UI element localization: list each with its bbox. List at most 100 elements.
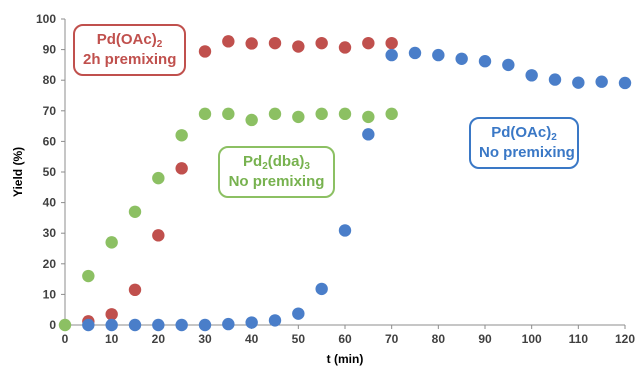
data-point (502, 58, 515, 72)
data-point (618, 76, 632, 90)
data-point (548, 73, 562, 86)
y-axis-title: Yield (%) (11, 147, 25, 197)
y-tick-label: 50 (43, 165, 57, 179)
data-point (128, 318, 142, 332)
catalyst-subscript: 3 (304, 161, 310, 172)
data-point (198, 107, 212, 121)
data-point (58, 318, 72, 332)
data-point (432, 48, 445, 62)
tick-labels: 0 10 20 30 40 50 60 70 80 90 100 110 120 0 10 20 30 40 50 6… (36, 12, 635, 346)
x-tick-label: 90 (478, 332, 492, 346)
y-tick-label: 40 (43, 196, 57, 210)
x-tick-label: 60 (338, 332, 352, 346)
series-group (58, 107, 398, 332)
catalyst-subscript: 2 (262, 161, 268, 172)
catalyst-name: Pd (243, 153, 263, 170)
data-point (105, 318, 118, 332)
data-point (338, 224, 352, 237)
annotation-line-1: Pd(OAc)2 (479, 123, 569, 143)
data-point (572, 76, 585, 89)
data-point (525, 69, 538, 82)
x-tick-label: 100 (522, 332, 542, 346)
data-point (315, 282, 328, 296)
data-point (268, 107, 282, 121)
y-tick-label: 10 (43, 287, 57, 301)
x-tick-label: 20 (152, 332, 166, 346)
y-tick-label: 80 (43, 73, 57, 87)
data-point (222, 35, 235, 48)
x-tick-label: 80 (432, 332, 446, 346)
x-tick-label: 30 (198, 332, 212, 346)
x-tick-label: 40 (245, 332, 259, 346)
data-point (82, 269, 95, 283)
x-tick-label: 0 (62, 332, 69, 346)
data-point (245, 113, 258, 127)
data-point (128, 283, 142, 297)
x-tick-label: 70 (385, 332, 399, 346)
condition-label: No premixing (228, 173, 325, 190)
data-point (152, 318, 165, 332)
data-point (385, 48, 398, 62)
data-points (58, 35, 632, 332)
catalyst-name: Pd(OAc) (491, 124, 552, 141)
data-point (175, 162, 188, 175)
y-tick-label: 0 (49, 318, 56, 332)
catalyst-subscript: 2 (551, 132, 557, 143)
data-point (128, 205, 142, 218)
x-tick-label: 10 (105, 332, 119, 346)
data-point (292, 40, 305, 53)
data-point (292, 110, 305, 124)
data-point (315, 36, 328, 50)
annotation-pd2dba3-no-premixing: Pd2(dba)3 No premixing (218, 146, 335, 198)
data-point (105, 236, 118, 249)
data-point (362, 36, 375, 50)
data-point (222, 317, 235, 331)
data-point (105, 308, 118, 321)
data-point (362, 110, 375, 124)
data-point (385, 36, 398, 50)
data-point (292, 307, 305, 320)
data-point (385, 107, 398, 121)
data-point (245, 37, 258, 50)
data-point (152, 171, 165, 185)
data-point (408, 46, 422, 60)
data-point (338, 107, 352, 121)
data-point (455, 52, 468, 65)
catalyst-ligand: (dba) (267, 153, 305, 170)
annotation-line-1: Pd2(dba)3 (228, 152, 325, 172)
data-point (315, 107, 328, 121)
condition-label: No premixing (479, 144, 575, 161)
condition-label: 2h premixing (83, 51, 177, 68)
y-tick-label: 30 (43, 226, 57, 240)
annotation-pdoac2-2h-premixing: Pd(OAc)2 2h premixing (73, 24, 186, 76)
data-point (268, 36, 282, 50)
data-point (478, 55, 492, 68)
x-tick-label: 120 (615, 332, 635, 346)
series-group (82, 46, 632, 332)
data-point (595, 75, 608, 88)
data-point (338, 41, 352, 54)
data-point (268, 314, 282, 327)
x-axis-title: t (min) (327, 352, 364, 366)
x-tick-label: 50 (292, 332, 306, 346)
catalyst-name: Pd(OAc) (96, 31, 157, 48)
y-tick-label: 100 (36, 12, 56, 26)
y-tick-label: 70 (43, 104, 57, 118)
data-point (152, 229, 165, 242)
data-point (175, 318, 188, 332)
data-point (198, 45, 212, 58)
annotation-pdoac2-no-premixing: Pd(OAc)2 No premixing (469, 117, 579, 169)
data-point (175, 129, 188, 142)
y-tick-label: 90 (43, 43, 57, 57)
data-point (222, 107, 235, 121)
data-point (362, 128, 375, 141)
y-tick-label: 60 (43, 134, 57, 148)
x-tick-label: 110 (569, 332, 589, 346)
y-tick-label: 20 (43, 257, 57, 271)
data-point (245, 316, 258, 329)
catalyst-subscript: 2 (156, 39, 163, 50)
data-point (198, 318, 212, 332)
annotation-line-1: Pd(OAc)2 (83, 30, 176, 50)
data-point (82, 318, 95, 332)
